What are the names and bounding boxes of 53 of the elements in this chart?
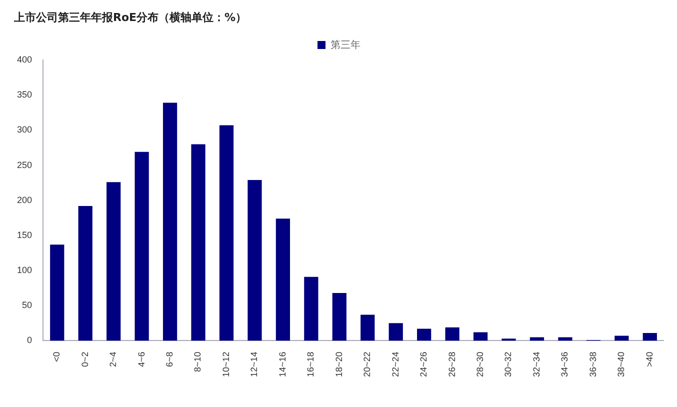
y-tick-label: 0 xyxy=(27,335,32,346)
bar xyxy=(558,337,572,341)
y-tick-label: 200 xyxy=(16,194,32,205)
x-tick-label: 2~4 xyxy=(108,352,118,368)
bar xyxy=(332,293,346,341)
x-tick-label: 28~30 xyxy=(475,352,486,378)
bar xyxy=(473,332,488,341)
x-tick-label: 34~36 xyxy=(560,352,570,378)
bar xyxy=(50,244,64,341)
bar xyxy=(614,336,629,341)
x-tick-label: >40 xyxy=(644,352,654,368)
chart-title: 上市公司第三年年报RoE分布（横轴单位：%） xyxy=(14,10,247,25)
bar xyxy=(134,152,149,341)
y-tick-label: 150 xyxy=(16,230,32,240)
x-tick-label: 8~10 xyxy=(192,352,203,372)
bar xyxy=(417,328,432,341)
x-tick-label: 26~28 xyxy=(446,352,457,378)
bar xyxy=(162,102,178,341)
x-tick-label: 32~34 xyxy=(531,352,542,378)
x-tick-label: 22~24 xyxy=(390,352,400,378)
bar xyxy=(530,337,544,341)
y-tick-label: 100 xyxy=(16,265,32,276)
x-tick-label: 38~40 xyxy=(616,352,626,378)
x-tick-label: 30~32 xyxy=(503,352,514,378)
y-tick-label: 400 xyxy=(16,54,32,64)
x-tick-label: 36~38 xyxy=(588,352,598,378)
x-tick-label: 4~6 xyxy=(136,352,146,368)
bar xyxy=(106,182,121,341)
bar xyxy=(388,323,403,341)
x-tick-label: 20~22 xyxy=(362,352,372,378)
bar xyxy=(445,327,460,341)
bar xyxy=(191,144,206,341)
x-tick-label: 6~8 xyxy=(164,352,175,368)
x-tick-label: 10~12 xyxy=(220,352,231,378)
y-tick-label: 50 xyxy=(22,300,32,310)
bar xyxy=(78,206,92,341)
y-tick-label: 350 xyxy=(16,90,32,100)
bar xyxy=(304,276,318,341)
bar xyxy=(219,125,234,341)
y-tick-label: 250 xyxy=(16,160,32,170)
x-tick-label: 18~20 xyxy=(334,352,344,378)
x-tick-label: 16~18 xyxy=(306,352,316,378)
bar xyxy=(248,180,262,341)
bar xyxy=(360,314,375,341)
x-tick-label: 12~14 xyxy=(249,352,260,378)
y-tick-label: 300 xyxy=(16,124,32,135)
x-tick-label: <0 xyxy=(52,352,62,362)
bar xyxy=(642,333,657,341)
x-tick-label: 14~16 xyxy=(277,352,288,378)
legend-label: 第三年 xyxy=(330,38,360,51)
x-tick-label: 24~26 xyxy=(418,352,429,378)
x-tick-label: 0~2 xyxy=(80,352,90,368)
bar xyxy=(276,218,290,341)
